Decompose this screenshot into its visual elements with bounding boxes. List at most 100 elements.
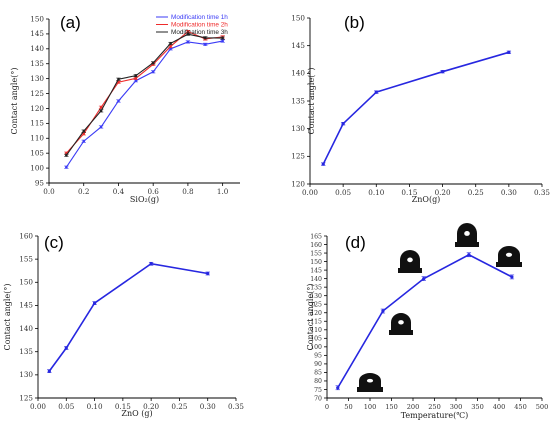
y-axis-title: Contact angle(°) (3, 284, 12, 351)
y-tick-label: 115 (310, 319, 322, 326)
y-tick-label: 135 (291, 96, 305, 105)
chart-panel-1: 95 100 105 110 115 120 125 130 135 140 145 150 0.0 0.… (10, 13, 240, 204)
data-point (151, 70, 155, 74)
x-tick-label: 0.30 (200, 402, 216, 411)
data-point (221, 36, 224, 40)
y-tick-label: 140 (291, 69, 305, 78)
data-point (92, 301, 97, 305)
x-tick-label: 250 (428, 403, 441, 411)
droplet-image (496, 246, 522, 267)
series-1 (64, 39, 225, 169)
series-1 (47, 261, 210, 373)
data-point (149, 262, 153, 266)
x-tick-label: 1.0 (217, 187, 229, 196)
data-point (65, 165, 68, 169)
x-tick-label: 0.6 (147, 187, 159, 196)
x-tick-label: 500 (536, 403, 549, 411)
y-tick-label: 80 (314, 378, 322, 385)
chart-panel-3: 125 130 135 140 145 150 155 160 0.00 0.05 0.10 0.15… (3, 231, 244, 418)
droplet-image (389, 313, 413, 335)
x-tick-label: 0.2 (78, 187, 89, 196)
series-line (48, 262, 208, 372)
y-tick-label: 95 (35, 178, 45, 187)
data-point (422, 277, 426, 281)
x-tick-label: 0.05 (58, 402, 74, 411)
legend-entry: Modification time 3h (171, 29, 228, 36)
data-point (151, 61, 155, 65)
y-tick-label: 100 (30, 163, 44, 172)
legend-entry: Modification time 1h (171, 14, 228, 21)
x-tick-label: 0 (325, 403, 329, 411)
series-line (337, 253, 513, 389)
y-tick-label: 130 (19, 370, 33, 379)
x-tick-label: 350 (471, 403, 484, 411)
data-point (117, 99, 120, 103)
x-tick-label: 0.15 (115, 402, 131, 411)
y-tick-label: 105 (310, 336, 322, 343)
data-point (99, 105, 103, 109)
legend-entry: Modification time 2h (171, 22, 228, 29)
data-point (203, 36, 207, 40)
series-line (65, 40, 223, 168)
y-tick-label: 130 (310, 293, 322, 300)
y-tick-label: 75 (314, 387, 322, 394)
x-tick-label: 0.00 (30, 402, 46, 411)
data-point (169, 45, 172, 48)
series-line (65, 33, 223, 156)
y-tick-label: 145 (19, 301, 33, 310)
y-tick-label: 140 (19, 324, 33, 333)
data-point (440, 70, 445, 74)
x-tick-label: 0.10 (87, 402, 103, 411)
x-tick-label: 50 (344, 403, 352, 411)
chart-panel-4: 7075808590951001051101151201251301351401… (306, 223, 548, 420)
series-1 (321, 50, 512, 166)
data-point (374, 90, 378, 94)
y-tick-label: 125 (30, 89, 44, 98)
x-tick-label: 0.35 (534, 188, 550, 197)
y-tick-label: 150 (19, 278, 33, 287)
y-tick-label: 110 (310, 327, 322, 334)
chart-panel-2: 120 125 130 135 140 145 150 0.00 0.05 0.10 0.15 0.2… (291, 13, 550, 204)
panel-label: (c) (44, 233, 64, 252)
x-tick-label: 0.4 (113, 187, 125, 196)
series-2 (64, 30, 225, 155)
y-tick-label: 85 (314, 370, 322, 377)
data-point (186, 30, 190, 33)
y-axis-title: Contact angle(°) (307, 68, 316, 135)
x-tick-label: 100 (364, 403, 377, 411)
series-3 (64, 32, 225, 157)
y-tick-label: 150 (310, 259, 322, 266)
droplet-image (455, 223, 479, 247)
series-1 (335, 252, 515, 391)
x-tick-label: 0.20 (435, 188, 451, 197)
y-tick-label: 135 (30, 59, 44, 68)
y-tick-label: 165 (310, 233, 322, 240)
data-point (203, 43, 207, 46)
x-axis-title: Temperature(℃) (401, 411, 469, 420)
y-tick-label: 105 (30, 148, 44, 157)
x-tick-label: 150 (385, 403, 398, 411)
y-tick-label: 125 (19, 393, 33, 402)
data-point (221, 39, 224, 43)
x-tick-label: 0.8 (182, 187, 194, 196)
data-point (99, 125, 103, 129)
y-axis-title: Contact angle(°) (306, 284, 315, 351)
data-point (99, 109, 103, 113)
data-point (134, 79, 138, 83)
series-line (322, 51, 510, 165)
data-point (321, 162, 325, 166)
y-tick-label: 140 (30, 44, 44, 53)
x-tick-label: 0.05 (335, 188, 351, 197)
data-point (82, 129, 86, 133)
data-point (82, 132, 86, 136)
y-tick-label: 120 (291, 179, 305, 188)
y-axis-title: Contact angle(°) (10, 68, 19, 135)
y-tick-label: 100 (310, 344, 322, 351)
y-tick-label: 130 (30, 74, 44, 83)
x-axis-title: ZnO (g) (121, 409, 152, 418)
y-tick-label: 115 (30, 119, 44, 128)
data-point (117, 77, 120, 81)
y-tick-label: 150 (30, 14, 44, 23)
